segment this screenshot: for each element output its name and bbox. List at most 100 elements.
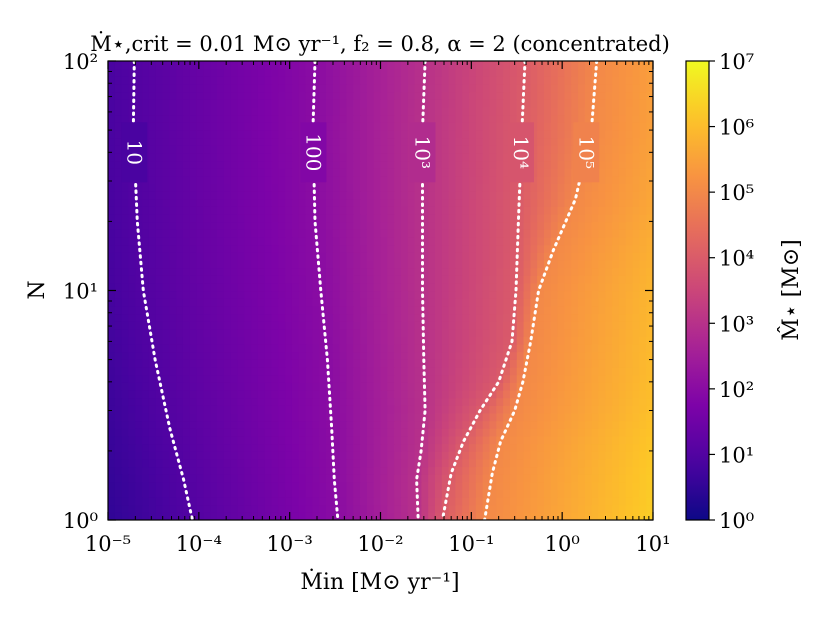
heatmap-cell (394, 84, 401, 92)
heatmap-cell (483, 252, 490, 260)
heatmap-cell (367, 183, 374, 191)
heatmap-cell (142, 336, 149, 344)
heatmap-cell (476, 421, 483, 429)
heatmap-cell (210, 436, 217, 444)
heatmap-cell (578, 199, 585, 207)
heatmap-cell (326, 69, 333, 77)
heatmap-cell (381, 421, 388, 429)
heatmap-cell (292, 459, 299, 467)
heatmap-cell (217, 421, 224, 429)
heatmap-cell (381, 199, 388, 207)
heatmap-cell (401, 160, 408, 168)
heatmap-cell (210, 229, 217, 237)
heatmap-cell (394, 275, 401, 283)
heatmap-cell (258, 329, 265, 337)
heatmap-cell (564, 115, 571, 123)
heatmap-cell (108, 459, 115, 467)
heatmap-cell (217, 69, 224, 77)
heatmap-cell (299, 489, 306, 497)
heatmap-cell (183, 428, 190, 436)
heatmap-cell (237, 99, 244, 107)
heatmap-cell (326, 138, 333, 146)
heatmap-cell (367, 398, 374, 406)
heatmap-cell (394, 229, 401, 237)
heatmap-cell (312, 321, 319, 329)
heatmap-cell (149, 444, 156, 452)
heatmap-cell (530, 390, 537, 398)
heatmap-cell (442, 405, 449, 413)
heatmap-cell (149, 466, 156, 474)
heatmap-cell (401, 168, 408, 176)
heatmap-cell (619, 84, 626, 92)
heatmap-cell (605, 329, 612, 337)
heatmap-cell (483, 206, 490, 214)
heatmap-cell (149, 199, 156, 207)
heatmap-cell (449, 352, 456, 360)
heatmap-cell (633, 344, 640, 352)
heatmap-cell (340, 497, 347, 505)
heatmap-cell (381, 206, 388, 214)
heatmap-cell (374, 428, 381, 436)
heatmap-cell (210, 512, 217, 520)
heatmap-cell (544, 168, 551, 176)
heatmap-cell (633, 176, 640, 184)
heatmap-cell (387, 245, 394, 253)
heatmap-cell (619, 69, 626, 77)
heatmap-cell (231, 168, 238, 176)
heatmap-cell (544, 436, 551, 444)
heatmap-cell (142, 375, 149, 383)
heatmap-cell (367, 390, 374, 398)
heatmap-cell (128, 222, 135, 230)
heatmap-cell (639, 421, 646, 429)
heatmap-cell (490, 176, 497, 184)
heatmap-cell (455, 275, 462, 283)
heatmap-cell (115, 398, 122, 406)
heatmap-cell (333, 84, 340, 92)
heatmap-cell (346, 298, 353, 306)
heatmap-cell (340, 329, 347, 337)
heatmap-cell (251, 313, 258, 321)
heatmap-cell (415, 191, 422, 199)
heatmap-cell (340, 222, 347, 230)
heatmap-cell (210, 130, 217, 138)
heatmap-cell (265, 505, 272, 513)
heatmap-cell (258, 61, 265, 69)
heatmap-cell (517, 497, 524, 505)
heatmap-cell (197, 497, 204, 505)
heatmap-cell (496, 176, 503, 184)
heatmap-cell (483, 474, 490, 482)
heatmap-cell (592, 444, 599, 452)
heatmap-cell (571, 413, 578, 421)
heatmap-cell (469, 168, 476, 176)
heatmap-cell (626, 321, 633, 329)
heatmap-cell (564, 398, 571, 406)
heatmap-cell (285, 199, 292, 207)
heatmap-cell (142, 237, 149, 245)
heatmap-cell (265, 199, 272, 207)
heatmap-cell (605, 375, 612, 383)
heatmap-cell (299, 405, 306, 413)
heatmap-cell (251, 444, 258, 452)
heatmap-cell (197, 359, 204, 367)
heatmap-cell (128, 398, 135, 406)
heatmap-cell (551, 428, 558, 436)
heatmap-cell (108, 260, 115, 268)
heatmap-cell (490, 405, 497, 413)
heatmap-cell (401, 421, 408, 429)
heatmap-cell (340, 69, 347, 77)
heatmap-cell (469, 436, 476, 444)
heatmap-cell (387, 352, 394, 360)
heatmap-cell (306, 298, 313, 306)
heatmap-cell (306, 451, 313, 459)
heatmap-cell (558, 115, 565, 123)
heatmap-cell (108, 405, 115, 413)
heatmap-cell (564, 382, 571, 390)
heatmap-cell (237, 130, 244, 138)
heatmap-cell (387, 336, 394, 344)
heatmap-cell (483, 122, 490, 130)
heatmap-cell (599, 482, 606, 490)
heatmap-cell (510, 482, 517, 490)
heatmap-cell (326, 130, 333, 138)
heatmap-cell (585, 482, 592, 490)
heatmap-cell (285, 291, 292, 299)
